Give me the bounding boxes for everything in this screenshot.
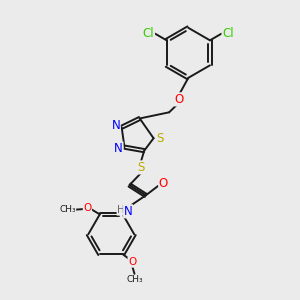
Text: S: S — [156, 132, 164, 145]
Text: Cl: Cl — [222, 27, 234, 40]
Text: Cl: Cl — [143, 27, 154, 40]
Text: S: S — [138, 161, 145, 174]
Text: O: O — [174, 93, 184, 106]
Text: N: N — [114, 142, 123, 155]
Text: O: O — [83, 203, 92, 214]
Text: CH₃: CH₃ — [59, 205, 76, 214]
Text: N: N — [124, 205, 132, 218]
Text: CH₃: CH₃ — [127, 275, 143, 284]
Text: N: N — [111, 119, 120, 132]
Text: O: O — [159, 177, 168, 190]
Text: H: H — [117, 205, 125, 215]
Text: O: O — [128, 257, 136, 267]
